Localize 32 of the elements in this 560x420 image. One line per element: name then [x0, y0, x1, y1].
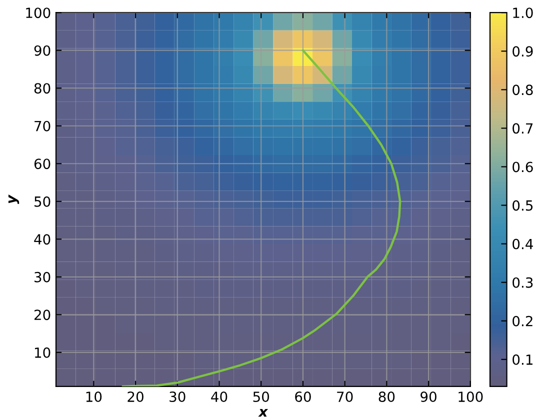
color-bar-label: 0.6: [512, 162, 533, 172]
y-tick-label: 70: [34, 120, 50, 132]
y-tick-label: 90: [34, 45, 50, 56]
x-tick-label: 40: [211, 392, 228, 402]
color-bar-label: 0.9: [512, 46, 533, 57]
x-tick-label: 10: [86, 392, 102, 402]
x-tick-label: 30: [170, 392, 186, 402]
color-bar-label: 0.5: [512, 200, 533, 211]
x-tick-label: 20: [128, 392, 144, 402]
color-bar-label: 0.2: [512, 316, 532, 326]
x-tick-label: 90: [420, 392, 436, 402]
x-tick-label: 80: [378, 392, 395, 402]
y-tick-label: 50: [34, 196, 50, 207]
color-bar-label: 1.0: [513, 8, 533, 18]
y-tick-label: 30: [34, 272, 50, 282]
y-tick-label: 100: [26, 8, 50, 18]
x-axis-title: x: [258, 409, 268, 417]
color-bar-label: 0.3: [512, 277, 533, 288]
y-axis-title: y: [8, 194, 20, 204]
y-tick-label: 10: [34, 347, 50, 358]
x-tick-label: 100: [458, 392, 483, 402]
x-tick-label: 70: [337, 392, 353, 402]
y-tick-label: 20: [34, 310, 50, 320]
x-tick-label: 50: [253, 392, 270, 402]
color-bar-label: 0.7: [512, 123, 533, 134]
color-bar-label: 0.4: [512, 238, 533, 250]
color-bar-label: 0.8: [512, 84, 533, 96]
color-bar-label: 0.1: [512, 354, 532, 365]
y-tick-label: 80: [34, 83, 50, 94]
y-tick-label: 40: [34, 234, 50, 245]
y-tick-label: 60: [34, 158, 50, 170]
x-tick-label: 60: [295, 392, 311, 402]
